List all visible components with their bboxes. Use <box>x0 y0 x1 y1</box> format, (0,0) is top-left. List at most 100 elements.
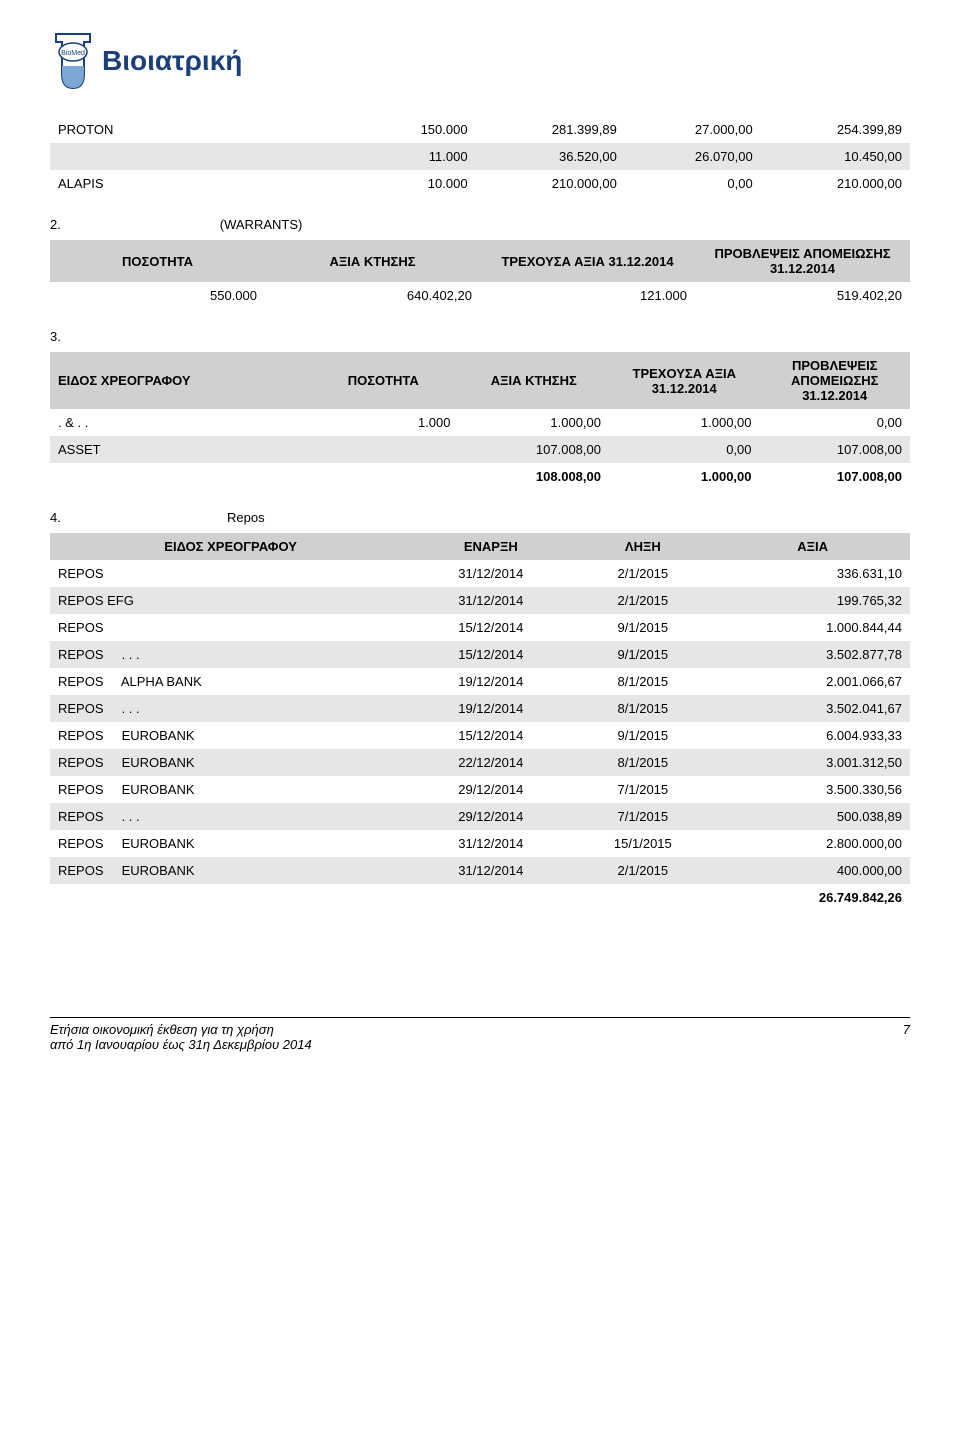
cell: 8/1/2015 <box>570 668 715 695</box>
table-row: ALAPIS10.000210.000,000,00210.000,00 <box>50 170 910 197</box>
cell: 19/12/2014 <box>411 695 570 722</box>
cell: REPOS EUROBANK <box>50 830 411 857</box>
cell <box>50 884 411 911</box>
cell: 121.000 <box>480 282 695 309</box>
table-row: REPOS . . .19/12/20148/1/20153.502.041,6… <box>50 695 910 722</box>
cell: 31/12/2014 <box>411 560 570 587</box>
cell <box>308 463 459 490</box>
cell: 27.000,00 <box>625 116 761 143</box>
cell: 15/1/2015 <box>570 830 715 857</box>
table-row: REPOS15/12/20149/1/20151.000.844,44 <box>50 614 910 641</box>
cell: 15/12/2014 <box>411 641 570 668</box>
section-4-label: 4. Repos <box>50 510 910 525</box>
table-2-warrants: ΠΟΣΟΤΗΤΑ ΑΞΙΑ ΚΤΗΣΗΣ ΤΡΕΧΟΥΣΑ ΑΞΙΑ 31.12… <box>50 240 910 309</box>
cell: . & . . <box>50 409 308 436</box>
table-row: REPOS ALPHA BANK19/12/20148/1/20152.001.… <box>50 668 910 695</box>
cell: 31/12/2014 <box>411 857 570 884</box>
section-2-label: 2. (WARRANTS) <box>50 217 910 232</box>
cell: 210.000,00 <box>761 170 910 197</box>
cell: 210.000,00 <box>476 170 625 197</box>
cell: 31/12/2014 <box>411 587 570 614</box>
cell: 10.000 <box>360 170 476 197</box>
cell: 10.450,00 <box>761 143 910 170</box>
cell: 150.000 <box>360 116 476 143</box>
table-row: REPOS EFG31/12/20142/1/2015199.765,32 <box>50 587 910 614</box>
col-eidos: ΕΙΔΟΣ ΧΡΕΟΓΡΑΦΟΥ <box>50 352 308 409</box>
table-row: REPOS EUROBANK29/12/20147/1/20153.500.33… <box>50 776 910 803</box>
cell: 107.008,00 <box>760 463 911 490</box>
cell: 2/1/2015 <box>570 560 715 587</box>
cell: REPOS EUROBANK <box>50 776 411 803</box>
table-row: REPOS EUROBANK15/12/20149/1/20156.004.93… <box>50 722 910 749</box>
cell: 1.000,00 <box>609 409 760 436</box>
cell: 26.749.842,26 <box>715 884 910 911</box>
section-3-num: 3. <box>50 329 61 344</box>
cell: 400.000,00 <box>715 857 910 884</box>
cell: ASSET <box>50 436 308 463</box>
cell: 2.800.000,00 <box>715 830 910 857</box>
cell: REPOS . . . <box>50 695 411 722</box>
cell: REPOS <box>50 560 411 587</box>
cell: 281.399,89 <box>476 116 625 143</box>
cell: REPOS EFG <box>50 587 411 614</box>
col-enarxi: ΕΝΑΡΞΗ <box>411 533 570 560</box>
cell: 19/12/2014 <box>411 668 570 695</box>
cell: 1.000,00 <box>459 409 610 436</box>
cell: REPOS EUROBANK <box>50 857 411 884</box>
cell <box>411 884 570 911</box>
cell: 15/12/2014 <box>411 722 570 749</box>
cell: 1.000,00 <box>609 463 760 490</box>
cell <box>50 143 360 170</box>
cell: REPOS <box>50 614 411 641</box>
col-provlepseis: ΠΡΟΒΛΕΨΕΙΣ ΑΠΟΜΕΙΩΣΗΣ 31.12.2014 <box>695 240 910 282</box>
table-row: REPOS EUROBANK31/12/20142/1/2015400.000,… <box>50 857 910 884</box>
cell: 2/1/2015 <box>570 587 715 614</box>
footer-text: Ετήσια οικονομική έκθεση για τη χρήση απ… <box>50 1017 863 1052</box>
table-row: 11.00036.520,0026.070,0010.450,00 <box>50 143 910 170</box>
cell: REPOS ALPHA BANK <box>50 668 411 695</box>
table-row: REPOS . . .15/12/20149/1/20153.502.877,7… <box>50 641 910 668</box>
section-4-suffix: Repos <box>227 510 265 525</box>
col-trexousa: ΤΡΕΧΟΥΣΑ ΑΞΙΑ 31.12.2014 <box>480 240 695 282</box>
cell: 0,00 <box>625 170 761 197</box>
cell: REPOS . . . <box>50 641 411 668</box>
logo-badge: BioMed <box>50 30 96 92</box>
section-2-suffix: (WARRANTS) <box>220 217 303 232</box>
cell: 640.402,20 <box>265 282 480 309</box>
table-4-repos: ΕΙΔΟΣ ΧΡΕΟΓΡΑΦΟΥ ΕΝΑΡΞΗ ΛΗΞΗ ΑΞΙΑ REPOS3… <box>50 533 910 911</box>
col-eidos: ΕΙΔΟΣ ΧΡΕΟΓΡΑΦΟΥ <box>50 533 411 560</box>
table-row: ASSET107.008,000,00107.008,00 <box>50 436 910 463</box>
cell: REPOS . . . <box>50 803 411 830</box>
cell: 3.502.041,67 <box>715 695 910 722</box>
cell: 0,00 <box>609 436 760 463</box>
cell: 1.000 <box>308 409 459 436</box>
table-row: . & . .1.0001.000,001.000,000,00 <box>50 409 910 436</box>
cell: 15/12/2014 <box>411 614 570 641</box>
section-4-num: 4. <box>50 510 61 525</box>
cell: 29/12/2014 <box>411 776 570 803</box>
col-lixi: ΛΗΞΗ <box>570 533 715 560</box>
col-axia: ΑΞΙΑ <box>715 533 910 560</box>
cell: 22/12/2014 <box>411 749 570 776</box>
cell: 336.631,10 <box>715 560 910 587</box>
footer-line-1: Ετήσια οικονομική έκθεση για τη χρήση <box>50 1022 863 1037</box>
svg-text:BioMed: BioMed <box>61 50 85 57</box>
cell: 519.402,20 <box>695 282 910 309</box>
cell: 6.004.933,33 <box>715 722 910 749</box>
cell <box>570 884 715 911</box>
cell: 108.008,00 <box>459 463 610 490</box>
table-row: REPOS31/12/20142/1/2015336.631,10 <box>50 560 910 587</box>
page-footer: Ετήσια οικονομική έκθεση για τη χρήση απ… <box>50 1011 910 1052</box>
page-number: 7 <box>863 1017 910 1052</box>
cell: 8/1/2015 <box>570 695 715 722</box>
cell: 7/1/2015 <box>570 803 715 830</box>
table-1: PROTON150.000281.399,8927.000,00254.399,… <box>50 116 910 197</box>
cell: PROTON <box>50 116 360 143</box>
cell: 107.008,00 <box>760 436 911 463</box>
cell: 7/1/2015 <box>570 776 715 803</box>
table-row: REPOS EUROBANK31/12/201415/1/20152.800.0… <box>50 830 910 857</box>
cell: 11.000 <box>360 143 476 170</box>
col-provlepseis: ΠΡΟΒΛΕΨΕΙΣ ΑΠΟΜΕΙΩΣΗΣ 31.12.2014 <box>760 352 911 409</box>
table-row: REPOS . . .29/12/20147/1/2015500.038,89 <box>50 803 910 830</box>
cell <box>308 436 459 463</box>
